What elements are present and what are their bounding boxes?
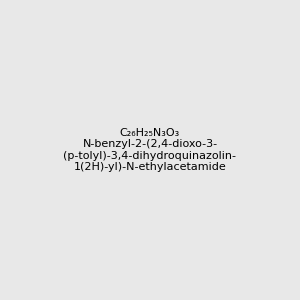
Text: C₂₆H₂₅N₃O₃
N-benzyl-2-(2,4-dioxo-3-
(p-tolyl)-3,4-dihydroquinazolin-
1(2H)-yl)-N: C₂₆H₂₅N₃O₃ N-benzyl-2-(2,4-dioxo-3- (p-t…: [64, 128, 236, 172]
